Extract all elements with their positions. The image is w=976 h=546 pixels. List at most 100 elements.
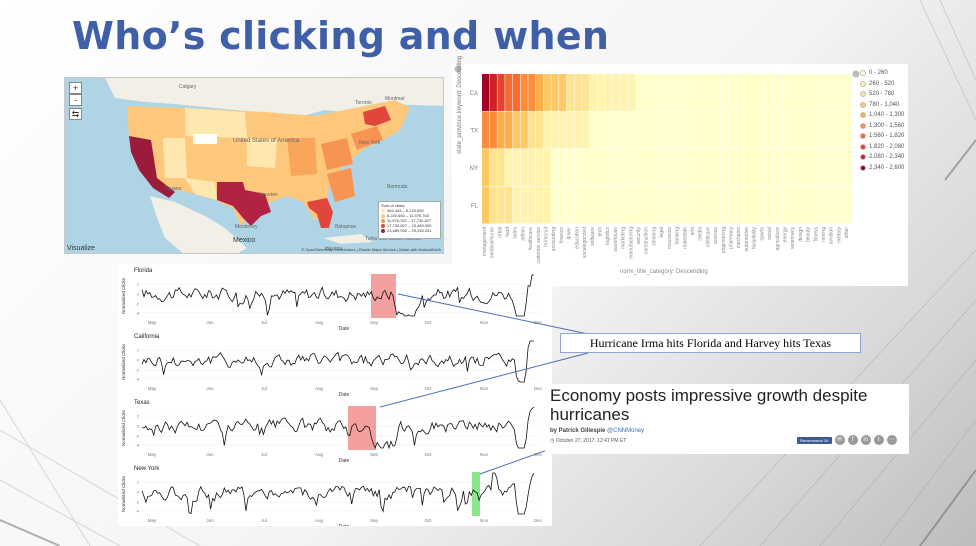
heatmap-cell	[821, 186, 829, 224]
heatmap-cell	[751, 111, 759, 149]
heatmap-col-label: realestate	[682, 227, 688, 249]
news-headline[interactable]: Economy posts impressive growth despite …	[550, 386, 868, 424]
x-tick-label: Jul	[261, 320, 267, 325]
state-new-york[interactable]	[363, 106, 391, 126]
heatmap-cell	[574, 74, 582, 111]
heatmap-col-label: agriculture	[775, 227, 781, 251]
collapse-icon[interactable]	[454, 65, 462, 73]
heatmap-col-label: healthcare	[528, 227, 534, 251]
heatmap-cell	[798, 74, 806, 111]
state-texas[interactable]	[217, 182, 271, 226]
heatmap-col-label: uncategorized	[582, 227, 588, 259]
place-label: Bahamas	[335, 224, 357, 230]
state-pennsylvania	[351, 126, 383, 150]
heatmap-cell	[667, 74, 675, 111]
map-legend-swatch	[381, 208, 385, 213]
heatmap-cell	[836, 186, 844, 224]
heatmap-legend-item[interactable]: 1,560 - 1,820	[860, 131, 908, 142]
x-tick-label: Aug	[315, 386, 324, 391]
heatmap-legend-item[interactable]: 2,080 - 2,340	[860, 152, 908, 163]
x-tick-label: Oct	[424, 386, 432, 391]
heatmap-cell	[659, 149, 667, 186]
state-florida[interactable]	[307, 198, 333, 228]
news-handle-link[interactable]: @CNNMoney	[607, 428, 645, 434]
heatmap-col-label: automotive	[744, 227, 750, 252]
heatmap-cell	[551, 74, 559, 111]
recommend-button[interactable]: Recommend 1K	[797, 436, 832, 444]
timeseries-line	[141, 406, 535, 450]
heatmap-cell	[667, 111, 675, 149]
heatmap-cell	[844, 149, 852, 186]
share-bar: Recommend 1K ✉ f in t ⋯	[797, 435, 897, 445]
heatmap-cell	[736, 186, 744, 224]
zoom-in-button[interactable]: +	[69, 82, 82, 94]
heatmap-col-label: finance	[559, 227, 565, 243]
heatmap-col-label: logistics	[605, 227, 611, 245]
linkedin-icon[interactable]: in	[860, 435, 871, 445]
facebook-icon[interactable]: f	[847, 435, 858, 445]
event-highlight	[371, 274, 396, 318]
heatmap-col-label: engineering	[721, 227, 727, 253]
heatmap-cell	[559, 149, 567, 186]
heatmap-cell	[821, 149, 829, 186]
heatmap-cell	[613, 74, 621, 111]
map-legend-swatch	[381, 228, 385, 233]
heatmap-legend-item[interactable]: 1,300 - 1,560	[860, 121, 908, 132]
heatmap-cell	[836, 74, 844, 111]
x-tick-label: Dec	[534, 452, 543, 457]
x-tick-label: Jul	[261, 386, 267, 391]
heatmap-cell	[659, 74, 667, 111]
state-california[interactable]	[129, 136, 175, 198]
heatmap-col-label: childcare	[705, 227, 711, 247]
heatmap-col-label: software	[590, 227, 596, 246]
mexico-land	[150, 196, 247, 253]
heatmap-cell	[512, 149, 521, 186]
heatmap-legend-label: 520 - 780	[869, 91, 895, 98]
heatmap-legend-item[interactable]: 1,820 - 2,080	[860, 142, 908, 153]
zoom-out-button[interactable]: -	[69, 94, 82, 106]
heatmap-cell	[828, 149, 837, 186]
y-axis-title: Normalized Clicks	[121, 475, 126, 512]
heatmap-col-label: security	[636, 227, 642, 245]
heatmap-legend-item[interactable]: 1,040 - 1,300	[860, 110, 908, 121]
heatmap-cell	[520, 149, 528, 186]
fit-bounds-icon[interactable]: ⇆	[69, 108, 82, 120]
news-article-card[interactable]: Economy posts impressive growth despite …	[545, 384, 909, 454]
map-legend-item: 11,976,763 – 17,732,827	[381, 218, 438, 223]
heatmap-cell	[643, 149, 652, 186]
x-tick-label: Aug	[315, 518, 324, 523]
heatmap-legend-item[interactable]: 520 - 780	[860, 89, 908, 100]
heatmap-cell	[751, 149, 759, 186]
heatmap-legend-item[interactable]: 260 - 520	[860, 79, 908, 90]
heatmap-legend-label: 0 - 260	[869, 70, 888, 77]
heatmap-col-label: cleaning	[651, 227, 657, 246]
heatmap-cell	[613, 149, 621, 186]
email-icon[interactable]: ✉	[834, 435, 845, 445]
heatmap-cell	[682, 74, 690, 111]
heatmap-cell	[836, 111, 844, 149]
heatmap-cell	[528, 74, 536, 111]
legend-toggle-icon[interactable]	[852, 70, 860, 78]
more-icon[interactable]: ⋯	[886, 435, 897, 445]
heatmap-col-label: aviation	[829, 227, 835, 244]
heatmap-cell	[574, 111, 582, 149]
heatmap-cell	[798, 111, 806, 149]
heatmap-cell	[589, 186, 598, 224]
heatmap-legend-label: 2,080 - 2,340	[869, 154, 905, 161]
map-legend-item: 23,489,000 – 29,245,251	[381, 228, 438, 233]
heatmap-cell	[535, 186, 544, 224]
heatmap-legend-item[interactable]: 2,340 - 2,600	[860, 163, 908, 174]
heatmap-legend-item[interactable]: 0 - 260	[860, 68, 908, 79]
heatmap-cell	[828, 74, 837, 111]
y-tick-label: 0	[137, 292, 140, 297]
heatmap-cell	[728, 111, 736, 149]
heatmap-legend: 0 - 260 260 - 520 520 - 780 780 - 1,040 1,04…	[860, 68, 908, 173]
heatmap-col-label: energy	[782, 227, 788, 243]
twitter-icon[interactable]: t	[873, 435, 884, 445]
state-ohio	[321, 138, 353, 170]
map-canvas[interactable]: Calgary Toronto United States of America…	[65, 78, 444, 254]
choropleth-map[interactable]: Calgary Toronto United States of America…	[64, 77, 444, 254]
heatmap-legend-item[interactable]: 780 - 1,040	[860, 100, 908, 111]
heatmap-col-label: mining	[821, 227, 827, 242]
event-highlight	[348, 406, 376, 450]
